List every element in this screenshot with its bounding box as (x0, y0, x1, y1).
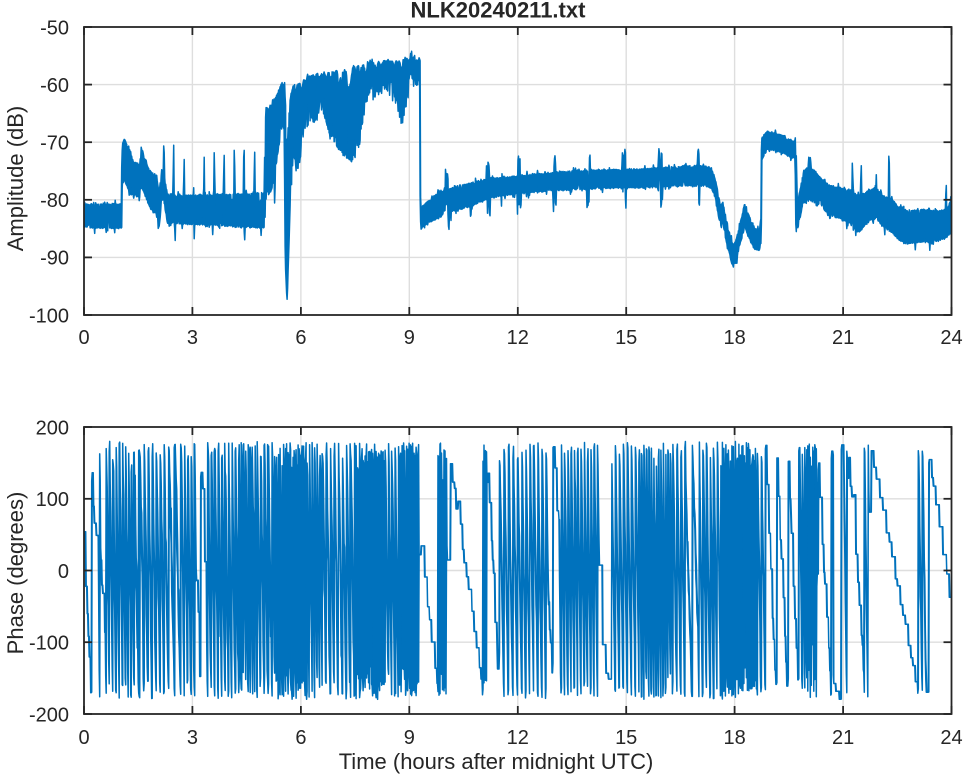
svg-text:-60: -60 (40, 75, 69, 97)
svg-text:15: 15 (615, 327, 637, 349)
svg-text:-100: -100 (29, 305, 69, 327)
svg-text:0: 0 (78, 727, 89, 749)
svg-text:12: 12 (507, 727, 529, 749)
svg-text:-50: -50 (40, 17, 69, 39)
svg-text:24: 24 (940, 727, 962, 749)
svg-text:Amplitude (dB): Amplitude (dB) (3, 106, 28, 252)
svg-text:12: 12 (507, 327, 529, 349)
svg-text:3: 3 (187, 727, 198, 749)
svg-text:18: 18 (723, 327, 745, 349)
svg-text:Phase (degrees): Phase (degrees) (3, 492, 28, 655)
svg-text:3: 3 (187, 327, 198, 349)
svg-text:NLK20240211.txt: NLK20240211.txt (411, 0, 587, 23)
svg-text:0: 0 (58, 561, 69, 583)
svg-text:200: 200 (36, 417, 69, 439)
svg-text:21: 21 (832, 727, 854, 749)
svg-text:0: 0 (78, 327, 89, 349)
svg-text:9: 9 (404, 327, 415, 349)
svg-text:15: 15 (615, 727, 637, 749)
svg-text:9: 9 (404, 727, 415, 749)
svg-text:6: 6 (295, 727, 306, 749)
svg-text:-90: -90 (40, 248, 69, 270)
svg-text:6: 6 (295, 327, 306, 349)
svg-text:-80: -80 (40, 190, 69, 212)
svg-text:24: 24 (940, 327, 962, 349)
svg-text:-200: -200 (29, 704, 69, 726)
svg-text:-100: -100 (29, 633, 69, 655)
svg-text:Time (hours after midnight UTC: Time (hours after midnight UTC) (339, 749, 654, 774)
svg-text:100: 100 (36, 489, 69, 511)
svg-text:-70: -70 (40, 133, 69, 155)
svg-text:21: 21 (832, 327, 854, 349)
svg-text:18: 18 (723, 727, 745, 749)
